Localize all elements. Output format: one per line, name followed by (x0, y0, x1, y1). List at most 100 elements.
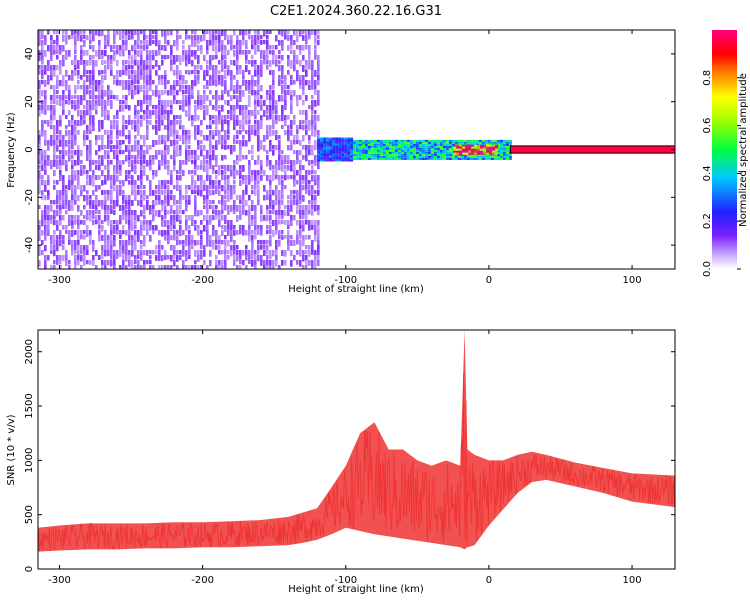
spectrogram-cell (350, 153, 354, 156)
spectrogram-cell (269, 115, 272, 120)
spectrogram-cell (245, 140, 248, 147)
spectrogram-cell (83, 35, 86, 40)
spectrogram-cell (248, 215, 251, 221)
spectrogram-cell (185, 110, 188, 117)
spectrogram-cell (77, 245, 80, 250)
spectrogram-cell (179, 215, 182, 220)
spectrogram-cell (116, 190, 119, 197)
spectrogram-cell (203, 115, 206, 121)
spectrogram-cell (89, 100, 92, 106)
spectrogram-cell (164, 230, 167, 236)
spectrogram-cell (209, 135, 212, 140)
spectrogram-cell (355, 151, 359, 154)
spectrogram-cell (131, 215, 134, 221)
spectrogram-cell (305, 130, 308, 136)
spectrogram-cell (474, 150, 478, 153)
spectrogram-cell (445, 147, 449, 150)
spectrogram-cell (134, 245, 137, 251)
spectrogram-cell (98, 120, 101, 127)
spectrogram-cell (448, 145, 452, 148)
spectrogram-cell (221, 260, 224, 265)
spectrogram-cell (128, 205, 131, 212)
spectrogram-cell (293, 65, 296, 72)
spectrogram-cell (350, 149, 354, 152)
spectrogram-cell (487, 155, 491, 158)
spectrogram-cell (215, 130, 218, 137)
spectrogram-cell (107, 175, 110, 181)
spectrogram-cell (107, 150, 110, 155)
spectrogram-cell (496, 149, 500, 152)
spectrogram-cell (245, 105, 248, 111)
spectrogram-cell (233, 145, 236, 152)
spectrogram-cell (245, 155, 248, 160)
spectrogram-cell (305, 70, 308, 77)
spectrogram-cell (269, 50, 272, 55)
spectrogram-cell (95, 60, 98, 67)
spectrogram-cell (89, 125, 92, 131)
spectrogram-cell (113, 255, 116, 261)
spectrogram-cell (77, 170, 80, 176)
spectrogram-cell (224, 260, 227, 266)
spectrogram-cell (465, 144, 469, 147)
spectrogram-cell (239, 145, 242, 151)
spectrogram-cell (284, 165, 287, 170)
spectrogram-cell (74, 240, 77, 246)
spectrogram-cell (290, 110, 293, 115)
spectrogram-cell (176, 265, 179, 269)
spectrogram-cell (134, 225, 137, 230)
spectrogram-cell (272, 55, 275, 62)
spectrogram-cell (385, 147, 389, 150)
spectrogram-cell (293, 135, 296, 142)
spectrogram-cell (493, 157, 497, 160)
spectrogram-cell (185, 35, 188, 40)
spectrogram-cell (308, 220, 311, 227)
spectrogram-cell (251, 75, 254, 81)
spectrogram-cell (317, 220, 320, 226)
colorbar-tick-label: 0.4 (702, 165, 713, 181)
spectrogram-cell (164, 265, 167, 269)
spectrogram-cell (65, 40, 68, 45)
spectrogram-cell (122, 190, 125, 195)
spectrogram-cell (239, 130, 242, 135)
spectrogram-cell (471, 150, 475, 153)
spectrogram-cell (257, 70, 260, 76)
spectrogram-cell (95, 95, 98, 100)
spectrogram-cell (59, 70, 62, 75)
spectrogram-cell (457, 153, 461, 156)
spectrogram-cell (460, 153, 464, 156)
spectrogram-cell (287, 220, 290, 226)
spectrogram-cell (161, 150, 164, 157)
spectrogram-cell (326, 157, 330, 160)
spectrogram-cell (149, 165, 152, 171)
spectrogram-cell (290, 175, 293, 180)
spectrogram-cell (119, 100, 122, 105)
spectrogram-cell (308, 30, 311, 37)
spectrogram-cell (80, 120, 83, 126)
spectrogram-cell (233, 245, 236, 251)
spectrogram-cell (251, 60, 254, 67)
spectrogram-cell (173, 250, 176, 257)
spectrogram-cell (134, 235, 137, 241)
spectrogram-cell (41, 50, 44, 55)
spectrogram-cell (104, 235, 107, 241)
spectrogram-cell (164, 90, 167, 95)
spectrogram-cell (119, 145, 122, 152)
spectrogram-cell (344, 145, 348, 148)
spectrogram-cell (251, 240, 254, 247)
spectrogram-cell (167, 190, 170, 196)
spectrogram-cell (257, 225, 260, 230)
spectrogram-cell (254, 35, 257, 42)
spectrogram-cell (397, 149, 401, 152)
spectrogram-cell (293, 180, 296, 187)
spectrogram-cell (484, 153, 488, 156)
spectrogram-cell (215, 125, 218, 131)
spectrogram-cell (149, 225, 152, 231)
spectrogram-cell (92, 55, 95, 60)
spectrogram-cell (182, 55, 185, 62)
spectrogram-cell (59, 120, 62, 127)
spectrogram-cell (453, 146, 457, 149)
spectrogram-cell (350, 145, 354, 148)
spectrogram-cell (89, 70, 92, 75)
spectrogram-cell (227, 190, 230, 195)
spectrogram-cell (47, 220, 50, 227)
